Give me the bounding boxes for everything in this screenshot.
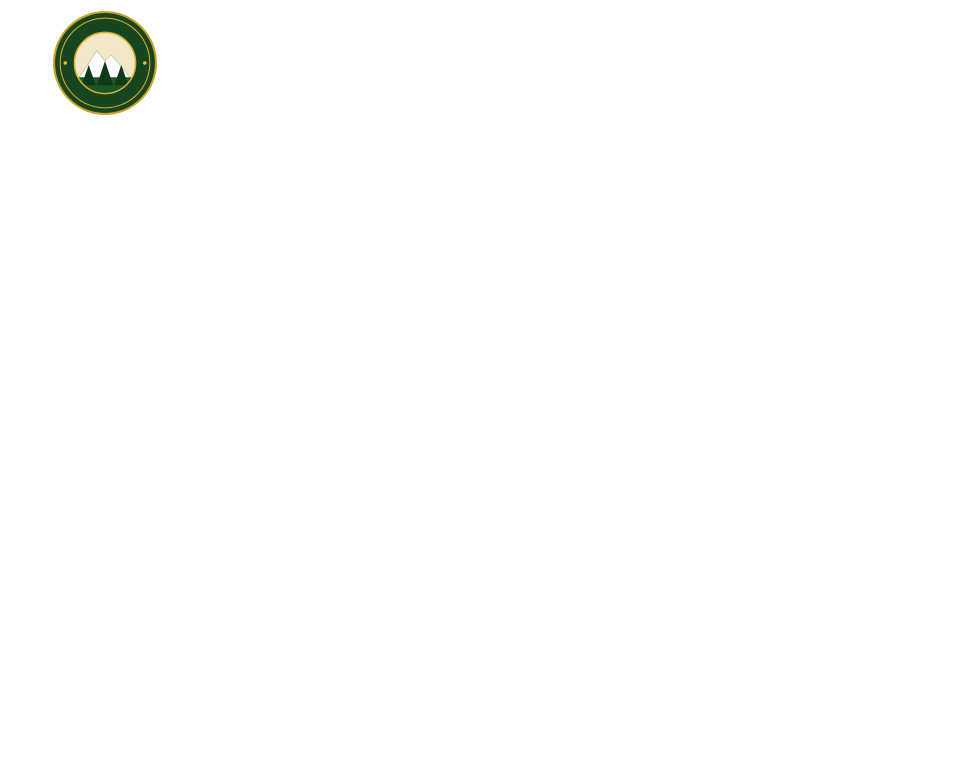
logo-inner-ring: [73, 31, 137, 95]
odf-logo: [53, 11, 157, 115]
tree-icon: [96, 60, 114, 86]
logo-dot-right: [143, 61, 147, 65]
logo-dot-left: [63, 61, 67, 65]
tree-icon: [114, 65, 129, 86]
logo-scene: [74, 32, 136, 94]
tree-icon: [81, 65, 96, 86]
logo-gold-ring: [59, 17, 151, 109]
